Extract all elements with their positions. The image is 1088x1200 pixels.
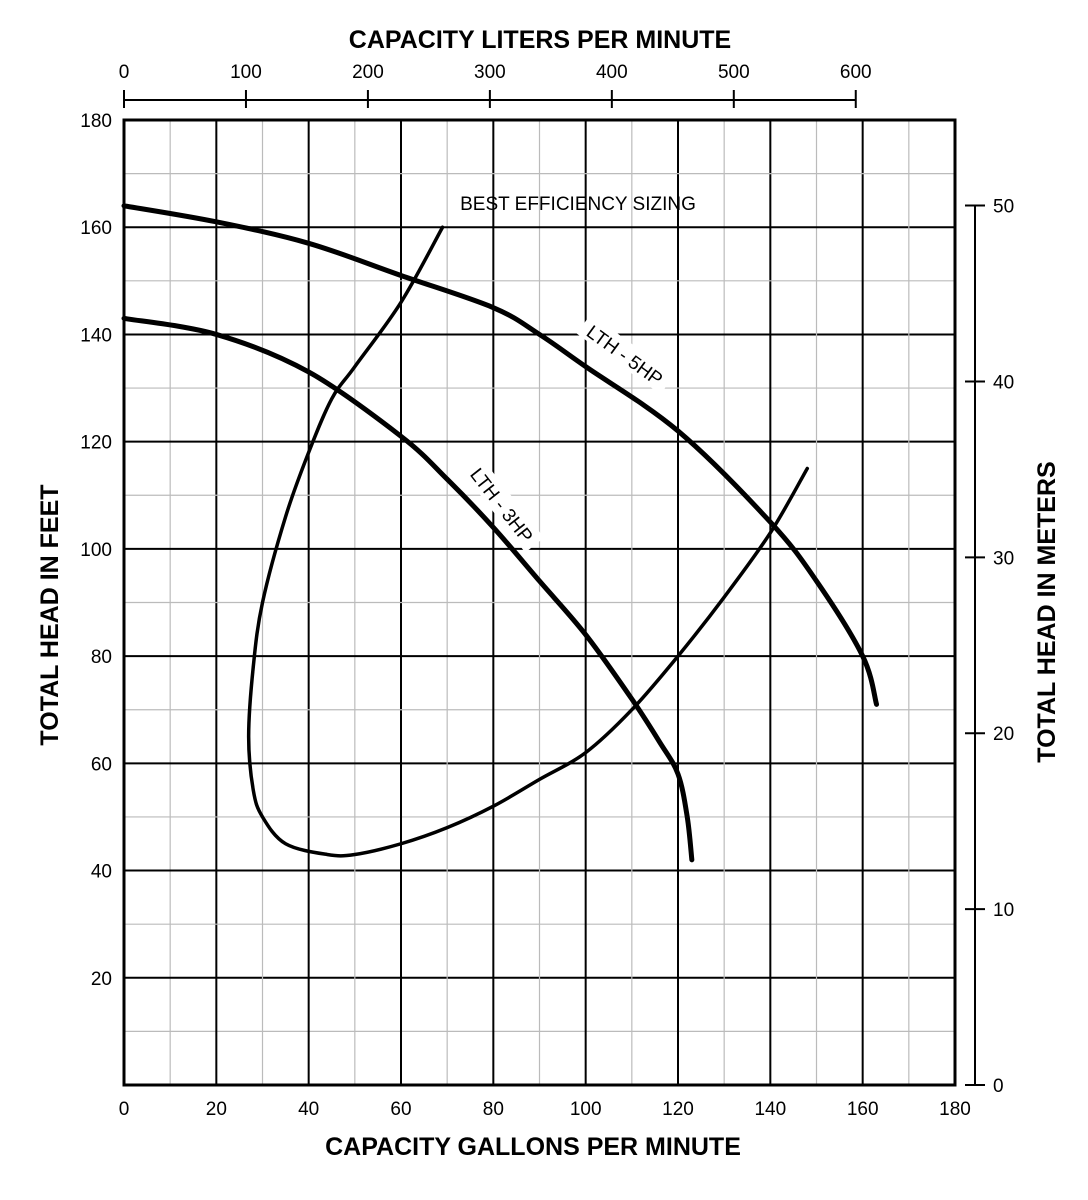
label-lth-5hp: LTH - 5HP: [582, 322, 666, 391]
x2-tick-label: 200: [352, 62, 384, 83]
y-axis-title: TOTAL HEAD IN FEET: [36, 484, 64, 745]
x-tick-label: 140: [754, 1099, 786, 1120]
x2-tick-label: 0: [119, 62, 130, 83]
x-tick-label: 120: [662, 1099, 694, 1120]
label-lth-5hp-bg: [576, 314, 675, 395]
x2-tick-label: 300: [474, 62, 506, 83]
x-tick-label: 180: [939, 1099, 971, 1120]
curve-best-efficiency: [246, 225, 810, 858]
y2-tick-label: 40: [993, 372, 1014, 393]
x-tick-label: 40: [298, 1099, 319, 1120]
x2-tick-label: 500: [718, 62, 750, 83]
y-tick-label: 100: [80, 540, 112, 561]
label-lth-5hp-group: LTH - 5HP: [576, 314, 675, 395]
y2-tick-label: 20: [993, 724, 1014, 745]
y-tick-label: 40: [91, 862, 112, 883]
y-tick-label: 60: [91, 754, 112, 775]
curve-lth-3hp: [121, 315, 695, 863]
right-axis-title: TOTAL HEAD IN METERS: [1033, 461, 1061, 762]
axes: 0 20 40 60 80 100 120 140 160 1802040608010012014…: [80, 62, 1014, 1120]
y-tick-label: 120: [80, 433, 112, 454]
x-tick-label: 0: [119, 1099, 130, 1120]
y2-tick-label: 50: [993, 197, 1014, 218]
y-tick-label: 80: [91, 647, 112, 668]
grid: [124, 120, 955, 1085]
x-axis-title: CAPACITY GALLONS PER MINUTE: [325, 1133, 741, 1161]
x2-tick-label: 600: [840, 62, 872, 83]
label-best-efficiency: BEST EFFICIENCY SIZING: [460, 194, 696, 215]
curves: [121, 203, 880, 863]
x-tick-label: 100: [570, 1099, 602, 1120]
y2-tick-label: 0: [993, 1076, 1004, 1097]
y2-tick-label: 30: [993, 548, 1014, 569]
x-tick-label: 20: [206, 1099, 227, 1120]
y-tick-label: 160: [80, 218, 112, 239]
x2-tick-label: 100: [230, 62, 262, 83]
y-tick-label: 20: [91, 969, 112, 990]
x-tick-label: 60: [390, 1099, 411, 1120]
plot-frame: [122, 118, 957, 1087]
curve-lth-5hp: [121, 203, 880, 707]
y-tick-label: 180: [80, 111, 112, 132]
y-tick-label: 140: [80, 325, 112, 346]
top-axis-title: CAPACITY LITERS PER MINUTE: [349, 26, 731, 54]
y2-tick-label: 10: [993, 900, 1014, 921]
x-tick-label: 80: [483, 1099, 504, 1120]
x2-tick-label: 400: [596, 62, 628, 83]
label-lth-3hp-bg: [461, 456, 545, 553]
x-tick-label: 160: [847, 1099, 879, 1120]
